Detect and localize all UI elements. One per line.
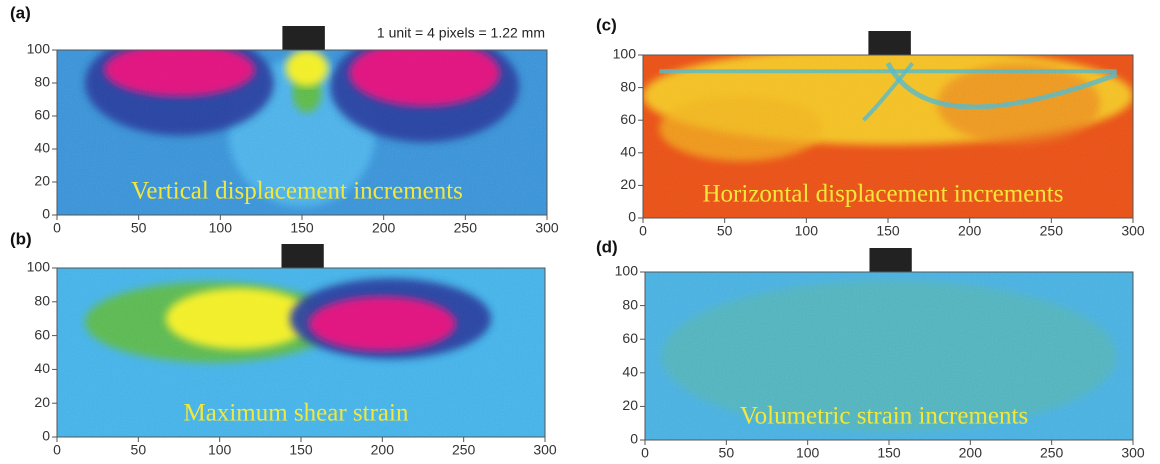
x-tick-label: 200 <box>371 442 395 458</box>
y-tick-label: 80 <box>620 78 636 94</box>
field <box>643 55 1133 218</box>
x-tick-label: 200 <box>958 223 982 239</box>
annotation: Volumetric strain increments <box>740 403 1028 430</box>
field-grain <box>57 50 547 215</box>
panel: 0 50 100 150 200 250 300 0 20 40 60 80 100 (c) Horizon… <box>596 15 1145 238</box>
field <box>57 50 547 215</box>
x-tick-label: 150 <box>290 220 314 236</box>
field-grain <box>643 55 1133 218</box>
annotation: Horizontal displacement increments <box>703 181 1064 208</box>
x-tick-label: 150 <box>876 223 900 239</box>
x-tick-label: 300 <box>533 442 557 458</box>
x-tick-label: 300 <box>1121 223 1145 239</box>
x-tick-label: 50 <box>719 445 735 461</box>
x-tick-label: 150 <box>877 445 901 461</box>
y-tick-label: 40 <box>34 140 50 156</box>
x-tick-label: 300 <box>535 220 559 236</box>
y-tick-label: 0 <box>628 209 636 225</box>
y-tick-label: 20 <box>34 173 50 189</box>
x-tick-label: 100 <box>208 442 232 458</box>
x-tick-label: 0 <box>53 442 61 458</box>
panel: 0 50 100 150 200 250 300 0 20 40 60 80 100 (b) Maximum… <box>10 229 557 457</box>
y-tick-label: 40 <box>622 364 638 380</box>
x-tick-label: 0 <box>641 445 649 461</box>
field <box>645 272 1133 440</box>
panel-label: (c) <box>596 15 617 34</box>
y-tick-label: 40 <box>620 144 636 160</box>
field-grain <box>57 268 545 437</box>
y-tick-label: 0 <box>42 206 50 222</box>
y-tick-label: 40 <box>34 360 50 376</box>
x-tick-label: 250 <box>454 220 478 236</box>
x-tick-label: 0 <box>53 220 61 236</box>
field-grain <box>645 272 1133 440</box>
y-tick-label: 60 <box>622 330 638 346</box>
x-tick-label: 0 <box>639 223 647 239</box>
y-tick-label: 0 <box>42 428 50 444</box>
y-tick-label: 100 <box>27 259 51 275</box>
panel-label: (b) <box>10 229 32 248</box>
annotation: Maximum shear strain <box>184 400 409 427</box>
x-tick-label: 100 <box>795 223 819 239</box>
x-tick-label: 300 <box>1121 445 1145 461</box>
y-tick-label: 100 <box>613 46 637 62</box>
y-tick-label: 20 <box>620 176 636 192</box>
y-tick-label: 80 <box>34 293 50 309</box>
y-tick-label: 20 <box>34 394 50 410</box>
x-tick-label: 250 <box>1040 445 1064 461</box>
y-tick-label: 60 <box>34 326 50 342</box>
x-tick-label: 100 <box>209 220 233 236</box>
footing <box>868 31 911 55</box>
field <box>57 268 545 437</box>
panel: 0 50 100 150 200 250 300 0 20 40 60 80 100 (a) Vertica… <box>10 3 559 235</box>
x-tick-label: 200 <box>959 445 983 461</box>
y-tick-label: 60 <box>34 107 50 123</box>
y-tick-label: 80 <box>622 296 638 312</box>
panel: 0 50 100 150 200 250 300 0 20 40 60 80 100 (d) Volumet… <box>596 237 1145 460</box>
x-tick-label: 50 <box>131 442 147 458</box>
panel-label: (a) <box>10 3 31 22</box>
x-tick-label: 200 <box>372 220 396 236</box>
panel-label: (d) <box>596 237 618 256</box>
x-tick-label: 250 <box>452 442 476 458</box>
x-tick-label: 50 <box>717 223 733 239</box>
y-tick-label: 60 <box>620 111 636 127</box>
y-tick-label: 20 <box>622 397 638 413</box>
footing <box>281 244 324 268</box>
footing <box>282 26 325 50</box>
x-tick-label: 150 <box>289 442 313 458</box>
x-tick-label: 250 <box>1040 223 1064 239</box>
y-tick-label: 100 <box>615 263 639 279</box>
x-tick-label: 50 <box>131 220 147 236</box>
footing <box>869 248 912 272</box>
annotation: Vertical displacement increments <box>131 178 463 205</box>
y-tick-label: 0 <box>630 431 638 447</box>
y-tick-label: 100 <box>27 41 51 57</box>
scale-note: 1 unit = 4 pixels = 1.22 mm <box>377 25 545 41</box>
x-tick-label: 100 <box>796 445 820 461</box>
y-tick-label: 80 <box>34 74 50 90</box>
